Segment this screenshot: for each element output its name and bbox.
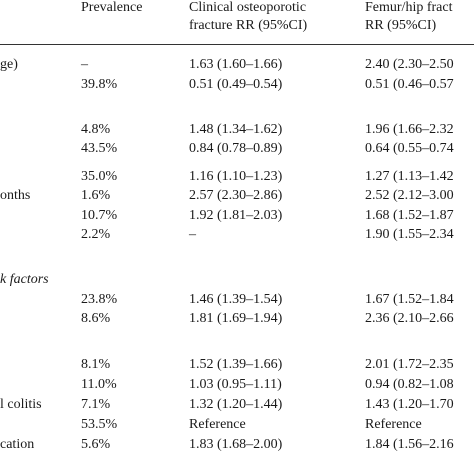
row-clinical-rr: – bbox=[189, 227, 196, 242]
row-femur-rr: 0.51 (0.46–0.57 bbox=[365, 77, 454, 92]
row-prevalence: 2.2% bbox=[81, 227, 111, 242]
row-clinical-rr: 1.03 (0.95–1.11) bbox=[189, 377, 282, 392]
row-femur-rr: 0.94 (0.82–1.08 bbox=[365, 377, 454, 392]
row-prevalence: 5.6% bbox=[81, 437, 111, 452]
row-clinical-rr: 1.48 (1.34–1.62) bbox=[189, 122, 283, 137]
row-clinical-rr: 2.57 (2.30–2.86) bbox=[189, 188, 283, 203]
row-label: ge) bbox=[0, 57, 18, 72]
header-clinical-line1: Clinical osteoporotic bbox=[189, 0, 307, 15]
row-femur-rr: 2.52 (2.12–3.00 bbox=[365, 188, 454, 203]
row-prevalence: 43.5% bbox=[81, 141, 118, 156]
row-femur-rr: 2.36 (2.10–2.66 bbox=[365, 311, 454, 326]
row-femur-rr: 1.67 (1.52–1.84 bbox=[365, 292, 454, 307]
row-femur-rr: 1.43 (1.20–1.70 bbox=[365, 397, 454, 412]
header-prevalence: Prevalence bbox=[81, 0, 143, 15]
row-clinical-rr: 1.52 (1.39–1.66) bbox=[189, 357, 283, 372]
row-femur-rr: 0.64 (0.55–0.74 bbox=[365, 141, 454, 156]
row-clinical-rr: Reference bbox=[189, 417, 246, 432]
row-prevalence: 23.8% bbox=[81, 292, 118, 307]
header-femur-line2: RR (95%CI) bbox=[365, 18, 437, 33]
row-femur-rr: 1.27 (1.13–1.42 bbox=[365, 169, 454, 184]
header-clinical-line2: fracture RR (95%CI) bbox=[189, 18, 308, 33]
row-femur-rr: 1.84 (1.56–2.16 bbox=[365, 437, 454, 452]
row-prevalence: 7.1% bbox=[81, 397, 111, 412]
row-femur-rr: 2.40 (2.30–2.50 bbox=[365, 57, 454, 72]
row-prevalence: 1.6% bbox=[81, 188, 111, 203]
row-clinical-rr: 1.16 (1.10–1.23) bbox=[189, 169, 283, 184]
row-prevalence: 8.6% bbox=[81, 311, 111, 326]
row-prevalence: 53.5% bbox=[81, 417, 118, 432]
row-prevalence: 11.0% bbox=[81, 377, 117, 392]
row-clinical-rr: 0.51 (0.49–0.54) bbox=[189, 77, 283, 92]
row-femur-rr: 1.90 (1.55–2.34 bbox=[365, 227, 454, 242]
row-clinical-rr: 1.81 (1.69–1.94) bbox=[189, 311, 283, 326]
row-label: onths bbox=[0, 188, 31, 203]
row-femur-rr: Reference bbox=[365, 417, 422, 432]
row-clinical-rr: 0.84 (0.78–0.89) bbox=[189, 141, 283, 156]
row-clinical-rr: 1.83 (1.68–2.00) bbox=[189, 437, 283, 452]
row-prevalence: 4.8% bbox=[81, 122, 111, 137]
row-prevalence: – bbox=[81, 57, 88, 72]
row-femur-rr: 2.01 (1.72–2.35 bbox=[365, 357, 454, 372]
row-clinical-rr: 1.32 (1.20–1.44) bbox=[189, 397, 283, 412]
row-femur-rr: 1.68 (1.52–1.87 bbox=[365, 208, 454, 223]
header-rule bbox=[0, 44, 474, 45]
row-prevalence: 35.0% bbox=[81, 169, 118, 184]
row-femur-rr: 1.96 (1.66–2.32 bbox=[365, 122, 454, 137]
row-clinical-rr: 1.63 (1.60–1.66) bbox=[189, 57, 283, 72]
row-clinical-rr: 1.46 (1.39–1.54) bbox=[189, 292, 283, 307]
row-label: cation bbox=[0, 437, 35, 452]
row-prevalence: 39.8% bbox=[81, 77, 118, 92]
row-label: l colitis bbox=[0, 397, 42, 412]
section-heading-risk-factors: k factors bbox=[0, 272, 49, 287]
row-prevalence: 10.7% bbox=[81, 208, 118, 223]
row-clinical-rr: 1.92 (1.81–2.03) bbox=[189, 208, 283, 223]
row-prevalence: 8.1% bbox=[81, 357, 111, 372]
header-femur-line1: Femur/hip fract bbox=[365, 0, 453, 15]
